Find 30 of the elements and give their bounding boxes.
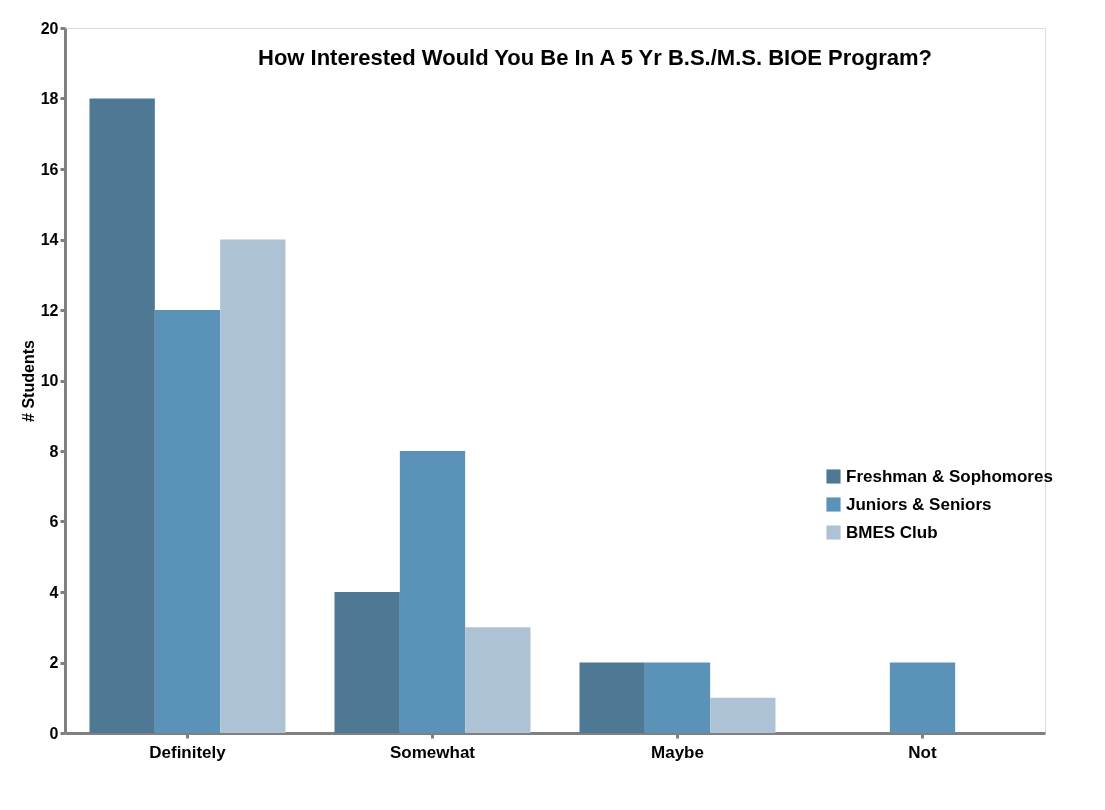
bar — [579, 662, 645, 733]
x-tick-label: Maybe — [651, 742, 704, 762]
y-tick-label: 6 — [49, 513, 59, 530]
bar — [399, 451, 466, 733]
y-axis-title: # Students — [19, 340, 37, 422]
y-tick-label: 10 — [40, 372, 59, 389]
y-tick-label: 12 — [40, 301, 59, 319]
text: How Interested Would You Be In A 5 Yr B.S./M.S. BIOE Program? — [258, 45, 932, 70]
legend-label: Juniors & Seniors — [846, 494, 992, 514]
x-tick-label: Definitely — [149, 742, 227, 762]
legend-label: BMES Club — [846, 522, 938, 542]
bar — [89, 98, 155, 733]
bar — [644, 662, 711, 733]
bar — [465, 627, 531, 733]
bar — [710, 697, 776, 733]
y-tick-label: 18 — [40, 90, 59, 107]
y-tick-label: 20 — [40, 19, 59, 37]
y-tick-label: 16 — [40, 160, 59, 178]
bar — [220, 239, 286, 733]
y-tick-label: 4 — [49, 583, 59, 601]
bar — [154, 310, 221, 733]
y-tick-label: 2 — [49, 654, 59, 671]
bar — [889, 662, 956, 733]
x-tick-label: Somewhat — [389, 742, 476, 762]
legend-label: Freshman & Sophomores — [846, 466, 1053, 486]
y-tick-label: 14 — [40, 231, 59, 248]
bar — [334, 592, 400, 733]
y-tick-label: 8 — [49, 442, 59, 460]
x-tick-label: Not — [908, 742, 937, 762]
y-tick-label: 0 — [49, 724, 59, 742]
